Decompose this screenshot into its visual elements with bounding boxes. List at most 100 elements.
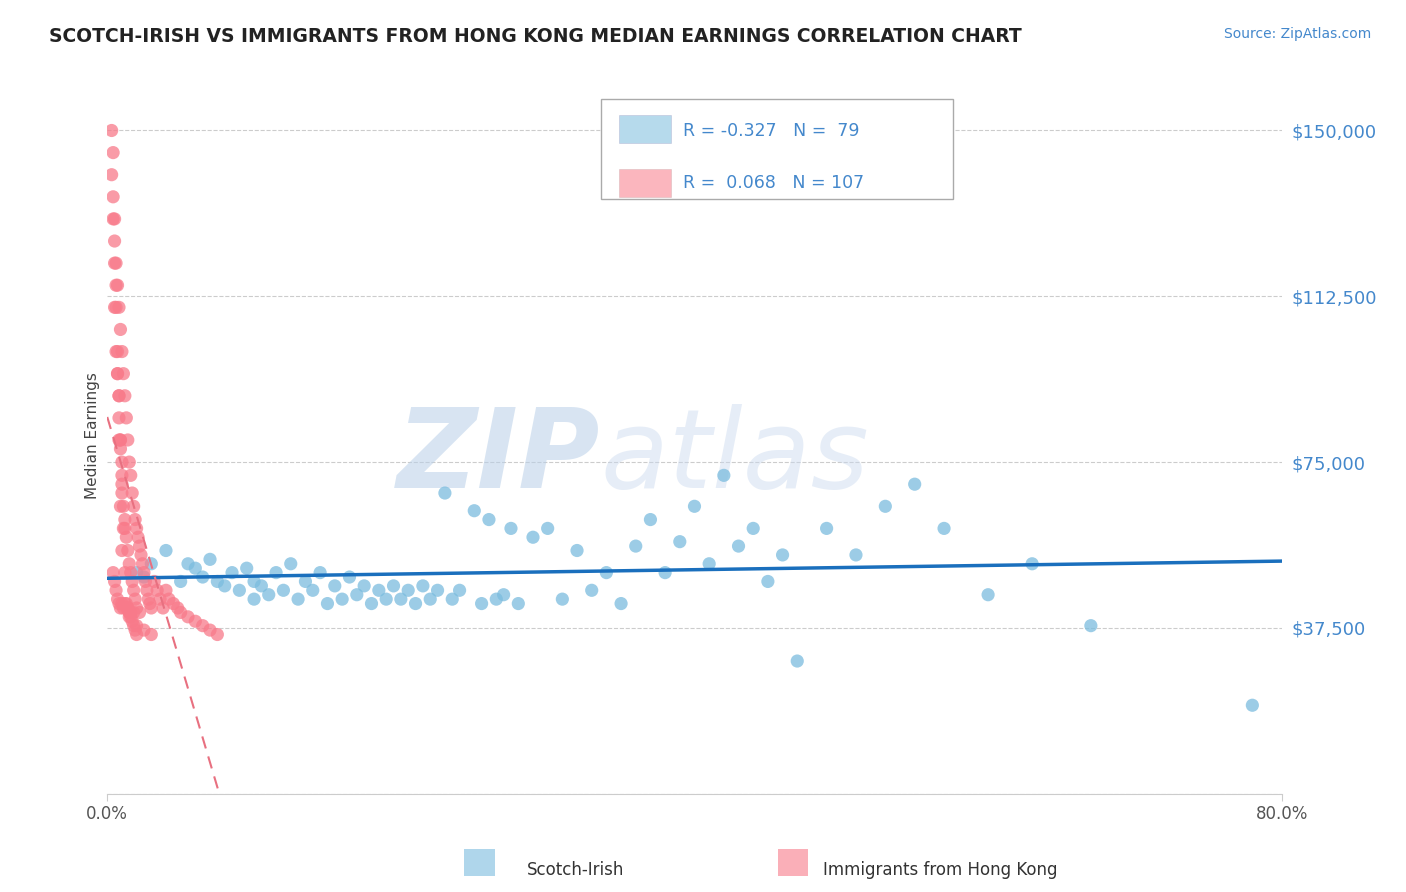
Point bbox=[108, 410, 131, 425]
Point bbox=[122, 618, 145, 632]
Point bbox=[105, 256, 128, 270]
Point bbox=[103, 234, 125, 248]
Point bbox=[121, 614, 143, 628]
Point bbox=[668, 534, 690, 549]
Point bbox=[125, 521, 148, 535]
Point bbox=[101, 190, 124, 204]
Point bbox=[125, 601, 148, 615]
Point bbox=[111, 344, 134, 359]
Point bbox=[107, 592, 129, 607]
Point bbox=[412, 579, 434, 593]
Point bbox=[551, 592, 574, 607]
Point bbox=[120, 566, 142, 580]
Point bbox=[118, 455, 141, 469]
Point bbox=[122, 606, 145, 620]
Point bbox=[191, 618, 214, 632]
Point bbox=[135, 583, 157, 598]
Point bbox=[114, 521, 136, 535]
Text: Scotch-Irish: Scotch-Irish bbox=[527, 861, 624, 879]
Point bbox=[463, 504, 485, 518]
Point bbox=[508, 597, 530, 611]
FancyBboxPatch shape bbox=[600, 99, 953, 199]
Point bbox=[330, 592, 353, 607]
Point bbox=[742, 521, 765, 535]
Point bbox=[191, 570, 214, 584]
Point bbox=[419, 592, 441, 607]
Point bbox=[492, 588, 515, 602]
Point bbox=[537, 521, 560, 535]
Point bbox=[235, 561, 257, 575]
Point bbox=[112, 367, 135, 381]
Point bbox=[108, 433, 131, 447]
Point bbox=[138, 592, 160, 607]
Text: R =  0.068   N = 107: R = 0.068 N = 107 bbox=[683, 175, 863, 193]
Point bbox=[117, 601, 139, 615]
Point bbox=[243, 574, 266, 589]
Point bbox=[184, 614, 207, 628]
Point bbox=[112, 601, 135, 615]
Point bbox=[713, 468, 735, 483]
Point bbox=[110, 433, 132, 447]
Point bbox=[143, 574, 166, 589]
Point bbox=[125, 566, 148, 580]
Point bbox=[287, 592, 309, 607]
Point bbox=[875, 500, 897, 514]
Point bbox=[111, 486, 134, 500]
Point bbox=[115, 597, 138, 611]
Point bbox=[257, 588, 280, 602]
Point bbox=[111, 597, 134, 611]
Point bbox=[120, 610, 142, 624]
Point bbox=[108, 301, 131, 315]
Point bbox=[169, 606, 191, 620]
Point bbox=[214, 579, 236, 593]
Point bbox=[120, 606, 142, 620]
Text: ZIP: ZIP bbox=[396, 403, 600, 510]
Point bbox=[117, 543, 139, 558]
Point bbox=[250, 579, 273, 593]
Point bbox=[134, 574, 156, 589]
Point bbox=[129, 548, 152, 562]
Point bbox=[110, 322, 132, 336]
Point bbox=[103, 574, 125, 589]
Point bbox=[141, 627, 163, 641]
Point bbox=[471, 597, 494, 611]
Point bbox=[112, 500, 135, 514]
FancyBboxPatch shape bbox=[619, 169, 671, 197]
Point bbox=[108, 597, 131, 611]
Point bbox=[124, 623, 146, 637]
Point bbox=[141, 557, 163, 571]
Point bbox=[146, 583, 169, 598]
Point bbox=[103, 211, 125, 226]
Text: atlas: atlas bbox=[600, 403, 869, 510]
Point bbox=[977, 588, 1000, 602]
Point bbox=[610, 597, 633, 611]
Point bbox=[339, 570, 361, 584]
Point bbox=[177, 610, 200, 624]
Point bbox=[157, 592, 180, 607]
Point bbox=[396, 583, 419, 598]
Point bbox=[115, 601, 138, 615]
Point bbox=[449, 583, 471, 598]
Point bbox=[132, 570, 155, 584]
Point bbox=[118, 606, 141, 620]
Point bbox=[101, 566, 124, 580]
Point bbox=[221, 566, 243, 580]
Point bbox=[114, 512, 136, 526]
Point bbox=[389, 592, 412, 607]
Point bbox=[132, 623, 155, 637]
Point bbox=[294, 574, 316, 589]
Point bbox=[117, 433, 139, 447]
Point bbox=[118, 610, 141, 624]
Point bbox=[100, 168, 122, 182]
Point bbox=[103, 256, 125, 270]
Point bbox=[105, 583, 128, 598]
Point bbox=[426, 583, 449, 598]
Point bbox=[149, 592, 172, 607]
Point bbox=[198, 623, 221, 637]
Point bbox=[522, 530, 544, 544]
Point bbox=[654, 566, 676, 580]
Point bbox=[433, 486, 456, 500]
Point bbox=[478, 512, 501, 526]
Point bbox=[111, 455, 134, 469]
Point bbox=[375, 592, 398, 607]
